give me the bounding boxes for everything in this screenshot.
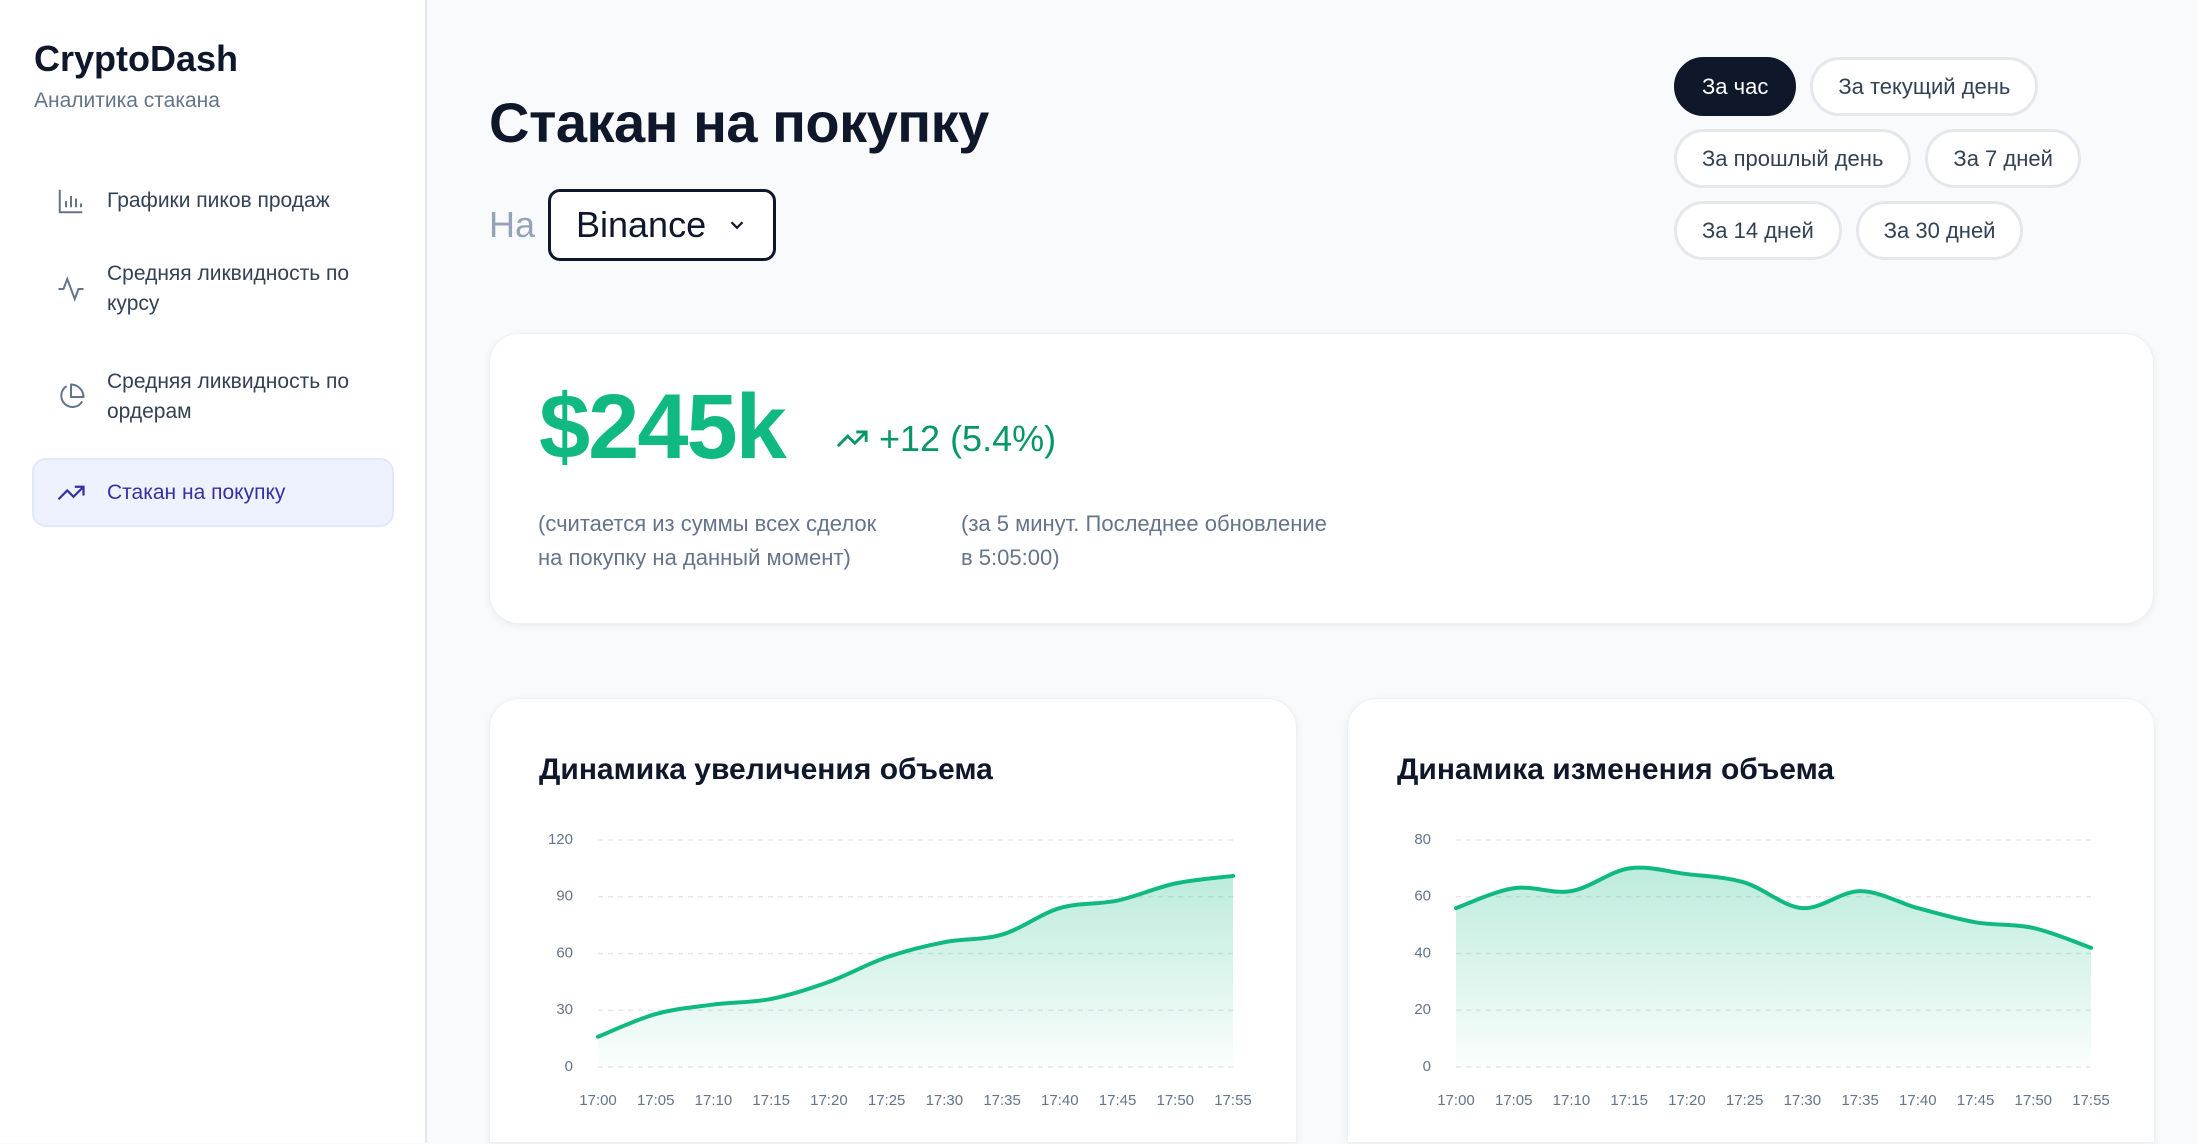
- x-tick-label: 17:50: [2014, 1092, 2052, 1109]
- x-tick-label: 17:00: [1437, 1092, 1475, 1109]
- x-tick-label: 17:30: [926, 1092, 964, 1109]
- nav-item[interactable]: Стакан на покупку: [32, 458, 394, 527]
- nav-item[interactable]: Средняя ликвидность по ордерам: [32, 353, 394, 441]
- period-button[interactable]: За прошлый день: [1674, 129, 1912, 188]
- y-tick-label: 20: [1414, 1001, 1431, 1018]
- summary-card: [489, 333, 2154, 624]
- x-tick-label: 17:45: [1099, 1092, 1137, 1109]
- summary-note: (считается из суммы всех сделок на покуп…: [538, 507, 876, 575]
- note-line: (считается из суммы всех сделок: [538, 511, 877, 536]
- period-button[interactable]: За 30 дней: [1855, 201, 2024, 260]
- update-line: в 5:05:00): [961, 545, 1060, 570]
- x-tick-label: 17:40: [1041, 1092, 1079, 1109]
- nav-label: Средняя ликвидность по курсу: [107, 262, 350, 315]
- chart-card: Динамика изменения объема 0 20 40 60 80 17:00…: [1347, 698, 2155, 1143]
- x-tick-label: 17:05: [1495, 1092, 1533, 1109]
- exchange-value: Binance: [576, 204, 707, 245]
- chart: 0 30 60 90 120 17:00 17:05 17:10 17:15 17:20 17:25…: [548, 831, 1252, 1109]
- change-text: +12 (5.4%): [879, 418, 1057, 459]
- nav-label: Графики пиков продаж: [107, 189, 330, 212]
- x-tick-label: 17:15: [752, 1092, 790, 1109]
- summary-change: +12 (5.4%): [835, 418, 1056, 460]
- exchange-select[interactable]: Binance: [548, 189, 776, 261]
- area: [1456, 867, 2091, 1067]
- y-tick-label: 30: [556, 1001, 573, 1018]
- x-tick-label: 17:55: [2072, 1092, 2110, 1109]
- x-tick-label: 17:20: [1668, 1092, 1706, 1109]
- x-tick-label: 17:10: [695, 1092, 733, 1109]
- nav-icon: [58, 276, 84, 302]
- period-button[interactable]: За текущий день: [1810, 57, 2039, 116]
- line: [596, 873, 1235, 1039]
- sidebar: CryptoDash Аналитика стакана Графики пик…: [0, 0, 427, 1143]
- x-tick-label: 17:25: [1726, 1092, 1764, 1109]
- period-button[interactable]: За 7 дней: [1925, 129, 2081, 188]
- x-tick-label: 17:40: [1899, 1092, 1937, 1109]
- nav-icon: [58, 189, 83, 214]
- y-tick-label: 120: [548, 831, 573, 848]
- x-tick-label: 17:55: [1214, 1092, 1252, 1109]
- nav-item[interactable]: Средняя ликвидность по курсу: [32, 245, 394, 333]
- x-tick-label: 17:10: [1553, 1092, 1591, 1109]
- chart-card: Динамика увеличения объема 0 30 60 90 120 17:…: [489, 698, 1297, 1143]
- trend-icon: [836, 430, 868, 448]
- nav-item[interactable]: Графики пиков продаж: [32, 172, 394, 230]
- summary-update: (за 5 минут. Последнее обновление в 5:05…: [961, 507, 1327, 575]
- x-tick-label: 17:35: [983, 1092, 1021, 1109]
- x-tick-label: 17:35: [1841, 1092, 1879, 1109]
- period-button[interactable]: За 14 дней: [1674, 201, 1842, 260]
- x-tick-label: 17:15: [1610, 1092, 1648, 1109]
- y-tick-label: 60: [1414, 888, 1431, 905]
- x-tick-label: 17:05: [637, 1092, 675, 1109]
- summary-value: $245k: [539, 376, 787, 478]
- x-tick-label: 17:20: [810, 1092, 848, 1109]
- y-tick-label: 40: [1414, 944, 1431, 961]
- line: [1454, 865, 2093, 950]
- x-tick-label: 17:50: [1156, 1092, 1194, 1109]
- chart-title: Динамика изменения объема: [1397, 753, 1835, 786]
- period-button[interactable]: За час: [1674, 57, 1797, 116]
- period-group: За час За текущий день За прошлый день За 7…: [1674, 57, 2084, 260]
- x-tick-label: 17:30: [1784, 1092, 1822, 1109]
- nav-label: Средняя ликвидность по ордерам: [107, 370, 350, 423]
- chart: 0 20 40 60 80 17:00 17:05 17:10 17:15 17:20 17:25 1…: [1414, 831, 2110, 1109]
- nav-icon: [60, 383, 85, 408]
- note-line: на покупку на данный момент): [538, 545, 851, 570]
- y-tick-label: 60: [556, 944, 573, 961]
- y-tick-label: 0: [1423, 1058, 1431, 1075]
- exchange-prefix: На: [489, 204, 536, 245]
- brand: CryptoDash: [34, 38, 239, 79]
- y-tick-label: 0: [565, 1058, 573, 1075]
- chart-title: Динамика увеличения объема: [539, 753, 993, 786]
- x-tick-label: 17:00: [579, 1092, 617, 1109]
- chevron-icon: [730, 221, 744, 230]
- x-tick-label: 17:45: [1957, 1092, 1995, 1109]
- brand-subtitle: Аналитика стакана: [34, 89, 220, 112]
- x-tick-label: 17:25: [868, 1092, 906, 1109]
- y-tick-label: 80: [1414, 831, 1431, 848]
- nav-icon: [57, 485, 85, 500]
- area: [598, 875, 1233, 1067]
- nav-label: Стакан на покупку: [107, 480, 286, 504]
- update-line: (за 5 минут. Последнее обновление: [961, 511, 1327, 536]
- y-tick-label: 90: [556, 888, 573, 905]
- page-title: Стакан на покупку: [489, 91, 989, 154]
